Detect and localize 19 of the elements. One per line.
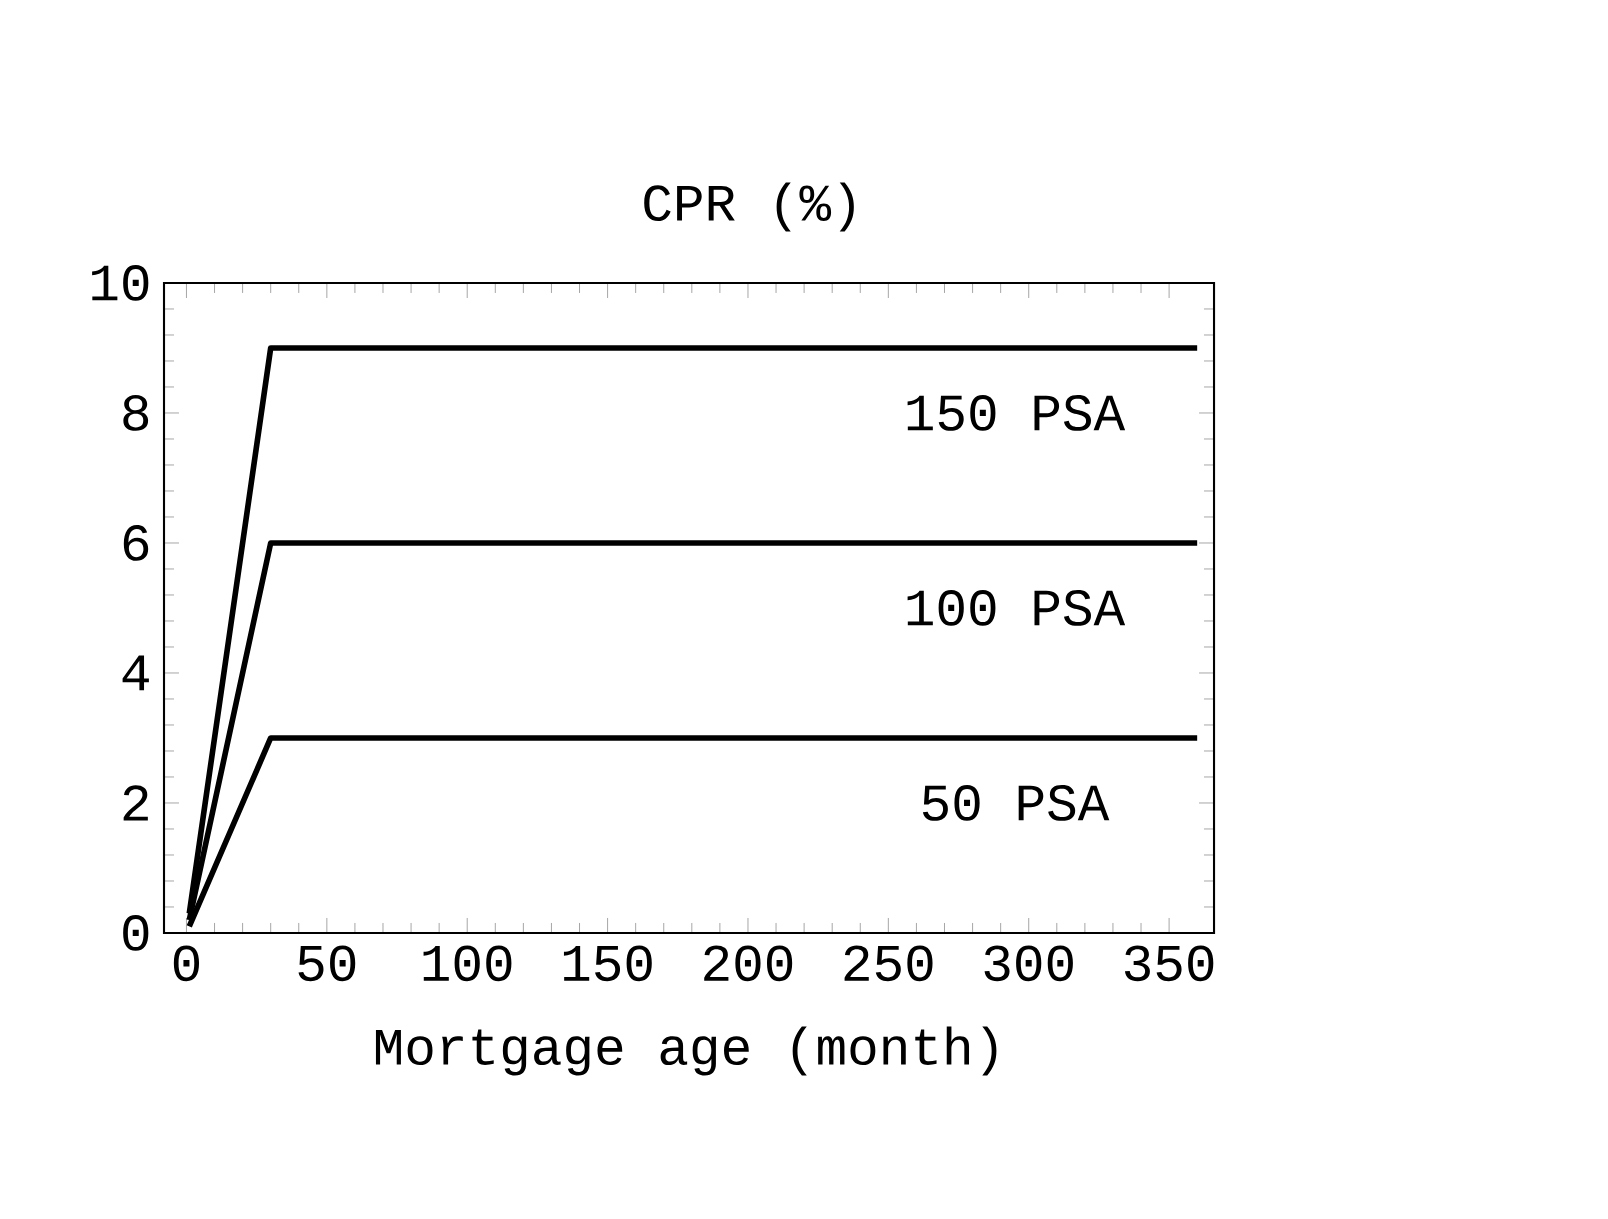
series-label: 50 PSA (922, 785, 1110, 821)
x-tick-label: 0 (173, 945, 200, 982)
y-tick-label: 2 (123, 785, 148, 821)
y-tick-label: 8 (123, 395, 149, 431)
series-label: 100 PSA (907, 590, 1126, 626)
x-tick-label: 100 (423, 945, 512, 982)
x-tick-label: 150 (563, 945, 652, 982)
x-tick-label: 300 (984, 945, 1073, 982)
y-tick-label: 0 (123, 915, 149, 951)
y-tick-label: 4 (122, 655, 149, 691)
series-label: 150 PSA (907, 395, 1126, 431)
x-tick-label: 350 (1124, 945, 1214, 982)
x-axis-title: Mortgage age (month) (375, 1026, 997, 1076)
x-tick-label: 200 (704, 945, 793, 982)
y-axis-title: CPR (%) (644, 182, 854, 232)
y-tick-label: 10 (92, 265, 149, 301)
x-tick-label: 50 (298, 945, 356, 982)
x-tick-label: 250 (844, 945, 933, 982)
y-tick-label: 6 (123, 525, 149, 561)
